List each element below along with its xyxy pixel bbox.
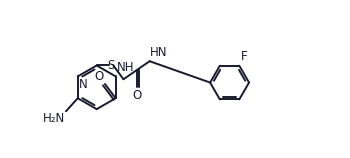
Text: O: O <box>132 89 141 102</box>
Text: N: N <box>79 78 88 91</box>
Text: HN: HN <box>150 46 168 59</box>
Text: O: O <box>94 70 104 83</box>
Text: F: F <box>240 50 247 63</box>
Text: S: S <box>107 59 114 72</box>
Text: H₂N: H₂N <box>42 112 65 125</box>
Text: NH: NH <box>117 61 134 74</box>
